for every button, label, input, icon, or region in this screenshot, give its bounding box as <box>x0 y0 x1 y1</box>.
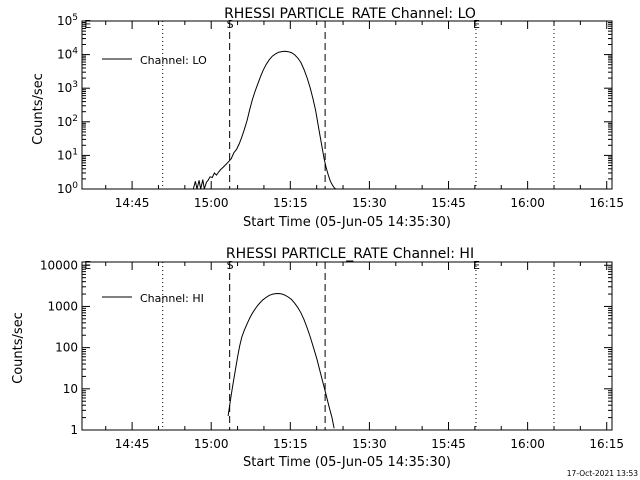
x-tick-label: 14:45 <box>115 196 150 210</box>
y-axis-label: Counts/sec <box>11 312 26 384</box>
marker-label: S <box>227 18 234 31</box>
legend-label: Channel: LO <box>140 54 207 67</box>
y-tick-label: 103 <box>57 80 78 95</box>
y-tick-label: 10000 <box>40 258 78 272</box>
marker-label: E <box>473 18 480 31</box>
x-tick-label: 16:00 <box>510 437 545 451</box>
legend-label: Channel: HI <box>140 292 204 305</box>
y-tick-label: 101 <box>57 147 78 162</box>
chart-title: RHESSI PARTICLE_RATE Channel: LO <box>224 6 476 22</box>
plot-frame <box>81 261 613 431</box>
marker-label: E <box>473 259 480 272</box>
y-tick-label: 102 <box>57 114 78 129</box>
x-tick-label: 15:15 <box>273 437 308 451</box>
y-tick-label: 105 <box>57 13 78 28</box>
x-axis-label: Start Time (05-Jun-05 14:35:30) <box>243 455 451 470</box>
marker-label: S <box>227 259 234 272</box>
marker-label: E <box>84 18 91 31</box>
chart-title: RHESSI PARTICLE_RATE Channel: HI <box>226 246 474 262</box>
marker-label: E <box>84 259 91 272</box>
date-stamp: 17-Oct-2021 13:53 <box>567 469 638 478</box>
plot-frame <box>81 20 613 190</box>
x-tick-label: 15:00 <box>194 196 229 210</box>
y-tick-label: 100 <box>57 181 78 196</box>
x-tick-label: 16:00 <box>510 196 545 210</box>
y-tick-label: 104 <box>57 47 78 62</box>
x-axis-label: Start Time (05-Jun-05 14:35:30) <box>243 215 451 230</box>
x-tick-label: 15:30 <box>352 437 387 451</box>
panel-lo: RHESSI PARTICLE_RATE Channel: LO Counts/… <box>31 6 624 230</box>
y-tick-label: 10 <box>63 382 78 396</box>
y-tick-label: 1 <box>70 423 78 437</box>
x-tick-label: 15:45 <box>431 437 466 451</box>
y-tick-label: 100 <box>55 341 78 355</box>
x-tick-label: 16:15 <box>589 437 624 451</box>
panel-hi: RHESSI PARTICLE_RATE Channel: HI Counts/… <box>11 246 624 470</box>
x-tick-label: 16:15 <box>589 196 624 210</box>
y-tick-label: 1000 <box>47 299 78 313</box>
y-axis-label: Counts/sec <box>31 73 46 145</box>
x-tick-label: 15:30 <box>352 196 387 210</box>
x-tick-label: 15:15 <box>273 196 308 210</box>
x-tick-label: 15:00 <box>194 437 229 451</box>
series-line <box>227 292 335 429</box>
series-line <box>192 50 337 190</box>
x-tick-label: 15:45 <box>431 196 466 210</box>
x-tick-label: 14:45 <box>115 437 150 451</box>
